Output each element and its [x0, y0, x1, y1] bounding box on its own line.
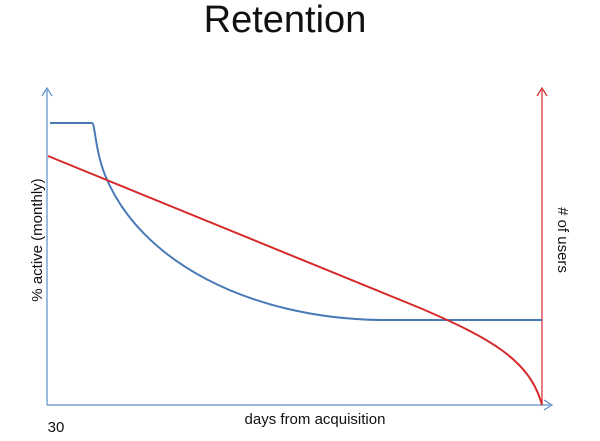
retention-curve [50, 122, 542, 321]
x-axis-arrow [543, 399, 554, 411]
users-curve [47, 155, 543, 406]
y2-axis-label: # of users [554, 207, 571, 273]
y-axis-arrow [41, 86, 53, 97]
y2-axis-arrow [536, 86, 548, 97]
x-tick-label: 30 [48, 419, 65, 436]
y-axis-label: % active (monthly) [29, 178, 46, 301]
axes [41, 86, 554, 411]
x-axis-label: days from acquisition [245, 411, 386, 428]
title: Retention [204, 0, 367, 41]
